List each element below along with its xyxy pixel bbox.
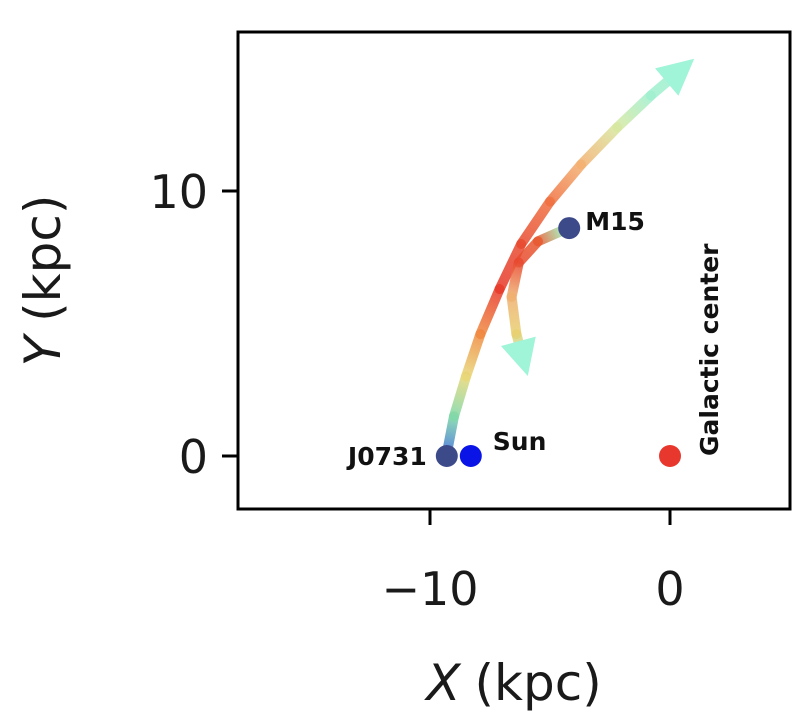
axis-ticks: −10 0 0 10 [149, 165, 684, 616]
y-axis-var: Y [14, 332, 72, 366]
x-axis-unit: (kpc) [475, 654, 602, 712]
orbit-segment [612, 90, 656, 133]
x-axis-var: X [423, 654, 462, 712]
label-j0731: J0731 [346, 442, 427, 471]
y-tick-label: 0 [179, 430, 208, 484]
plot-area: J0731 Sun M15 Galactic center [346, 58, 724, 471]
orbit-arrowhead [500, 336, 536, 377]
point-sun [459, 445, 482, 467]
orbit-segment [576, 122, 623, 170]
y-axis-unit: (kpc) [14, 195, 72, 322]
label-galactic-center: Galactic center [695, 243, 724, 456]
orbit-segment [494, 239, 527, 295]
x-tick-label: 0 [655, 562, 684, 616]
label-m15: M15 [585, 207, 645, 236]
y-tick-label: 10 [149, 165, 208, 219]
orbit-arrowhead [655, 58, 695, 96]
x-tick-label: −10 [381, 562, 478, 616]
label-sun: Sun [493, 427, 547, 456]
point-galactic-center [659, 445, 681, 467]
orbit-segment [461, 329, 486, 382]
point-j0731 [435, 445, 458, 467]
orbit-segment [506, 257, 524, 302]
plot-frame [236, 30, 792, 511]
orbit-segment [449, 371, 471, 422]
y-axis-label: Y (kpc) [14, 195, 72, 367]
orbit-m15 [500, 225, 567, 377]
x-axis-label: X (kpc) [423, 654, 601, 712]
orbit-j0731 [441, 58, 695, 459]
orbit-segment [475, 284, 505, 340]
orbit-segment [506, 292, 522, 340]
orbit-segment [516, 196, 555, 249]
orbit-segment [545, 159, 587, 207]
point-m15 [558, 217, 581, 240]
